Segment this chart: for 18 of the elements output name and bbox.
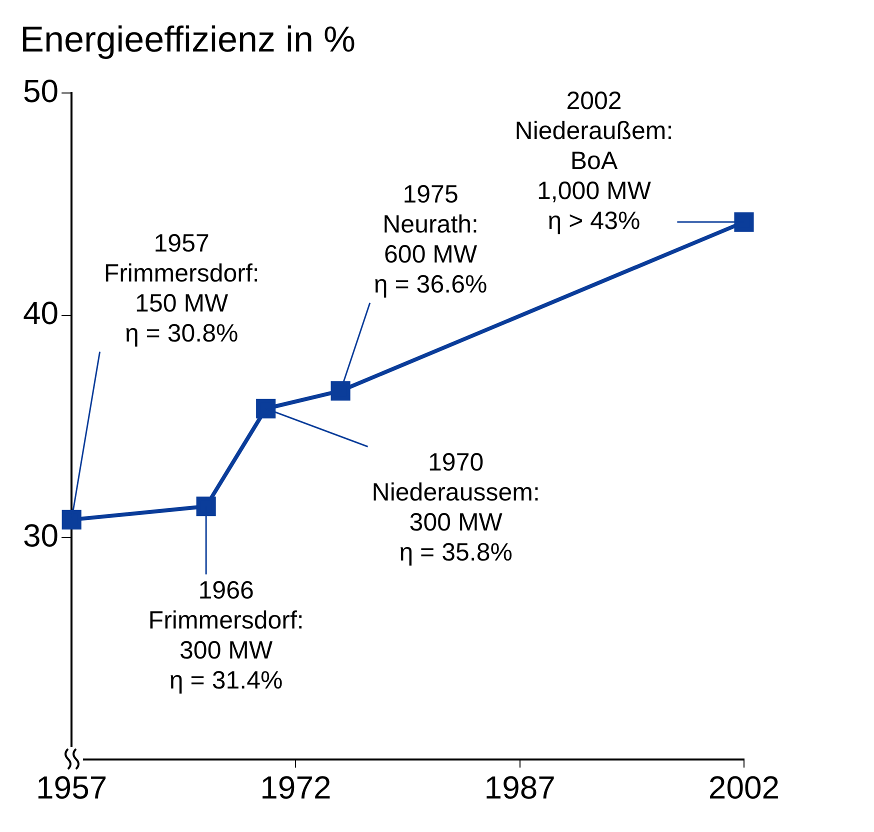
annotation: 2002 Niederaußem: BoA 1,000 MW η > 43% — [514, 86, 674, 235]
annotation: 1970 Niederaussem: 300 MW η = 35.8% — [372, 448, 540, 567]
y-tick-label: 30 — [23, 517, 59, 554]
x-tick-label: 1972 — [260, 770, 332, 806]
y-tick-label: 50 — [23, 73, 59, 110]
x-tick-label: 1987 — [484, 770, 556, 806]
annotation: 1966 Frimmersdorf: 300 MW η = 31.4% — [148, 576, 304, 694]
point — [734, 212, 754, 232]
annotation: 1957 Frimmersdorf: 150 MW η = 30.8% — [104, 230, 260, 348]
point — [196, 496, 216, 516]
point — [330, 381, 350, 401]
y-tick-label: 40 — [23, 295, 59, 332]
x-tick-label: 2002 — [708, 770, 780, 806]
point — [256, 398, 276, 418]
annotation: 1975 Neurath: 600 MW η = 36.6% — [374, 180, 488, 299]
point — [62, 510, 82, 530]
x-tick-label: 1957 — [36, 770, 108, 806]
chart-title: Energieeffizienz in % — [20, 18, 356, 60]
